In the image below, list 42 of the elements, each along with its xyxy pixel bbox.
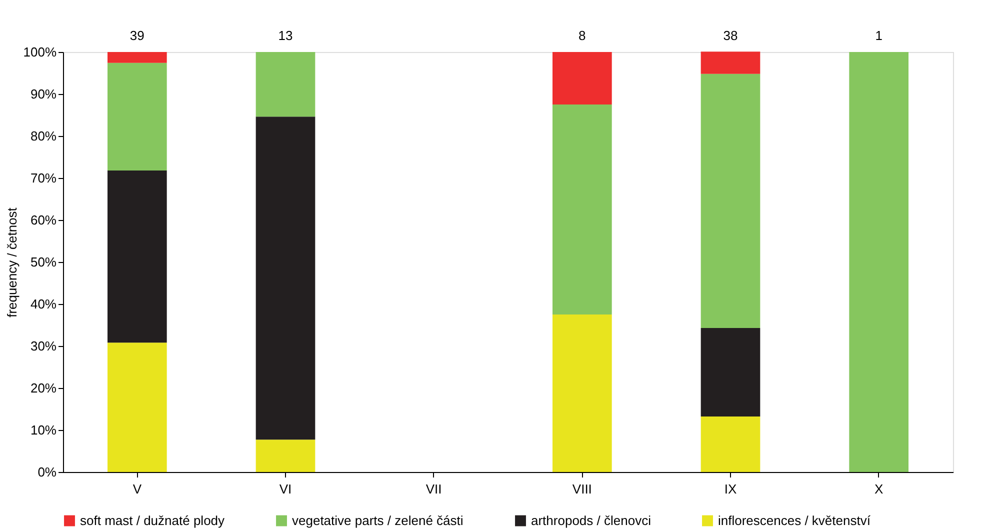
legend-label: inflorescences / květenství [718,512,871,528]
bar [552,52,612,104]
bar [256,116,316,440]
x-tick-label: V [132,482,142,496]
bar [108,62,167,170]
y-tick-label: 20% [30,380,57,396]
bar [700,328,760,417]
y-tick-label: 80% [30,128,57,144]
legend-label: soft mast / dužnaté plody [80,512,226,528]
bar [256,52,316,117]
annotation: 1 [875,28,882,43]
y-tick-label: 40% [30,296,57,312]
x-tick-label: VII [426,482,442,496]
y-tick-label: 90% [30,86,57,102]
x-tick-label: IX [724,482,737,496]
bar [552,104,612,314]
y-tick-label: 70% [30,170,57,186]
x-tick-label: VIII [572,482,592,496]
bar [552,314,612,472]
bar [700,52,760,74]
y-tick-label: 30% [30,338,57,354]
bar [108,342,167,472]
x-tick-label: X [874,482,884,496]
bar [108,170,167,343]
bar [700,74,760,328]
y-tick-label: 60% [30,212,57,228]
annotation: 39 [130,28,144,43]
annotation: 8 [578,28,586,43]
bar [108,52,167,63]
bar [849,52,908,472]
bar [256,440,316,472]
bar [700,416,760,472]
legend-label: vegetative parts / zelené části [292,512,464,528]
y-tick-label: 100% [23,44,57,60]
x-tick-label: VI [279,482,292,496]
y-tick-label: 0% [38,464,57,480]
annotation: 38 [723,28,738,43]
y-tick-label: 50% [30,254,57,270]
y-tick-label: 10% [30,422,57,438]
legend-label: arthropods / členovci [531,512,652,528]
y-axis-title: frequency / četnost [4,207,20,318]
annotation: 13 [278,28,293,43]
